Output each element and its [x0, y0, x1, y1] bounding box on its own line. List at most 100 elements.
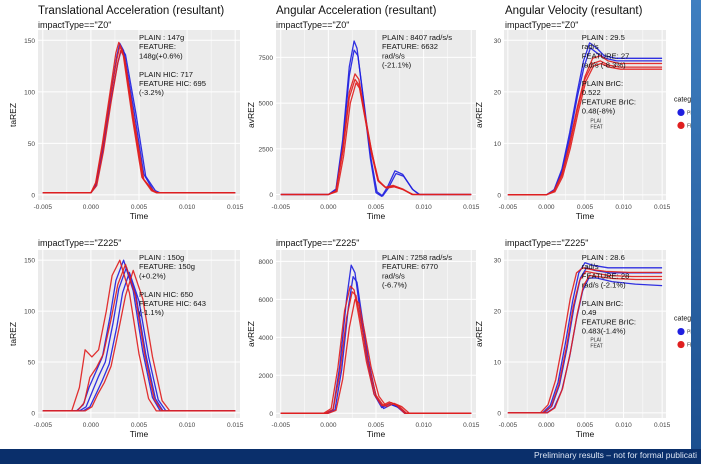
x-tick-label: -0.005 — [272, 422, 291, 429]
stats-annotation-line: PLAIN HIC: 650 — [139, 290, 193, 299]
y-axis-label: avREZ — [246, 102, 256, 128]
legend-key-plain — [677, 108, 685, 116]
y-tick-label: 10 — [494, 360, 502, 367]
y-axis-label: avREZ — [246, 321, 256, 347]
facet-label-z0-translational: impactType=="Z0" — [38, 20, 112, 30]
stats-annotation-line: PLAIN : 28.6 — [582, 253, 625, 262]
stats-annotation-line: PLAIN BrIC: — [582, 79, 623, 88]
y-tick-label: 6000 — [259, 297, 274, 304]
footer-bar: Preliminary results – not for formal pub… — [0, 449, 701, 464]
panel-title-angular-acceleration: Angular Acceleration (resultant) — [276, 5, 437, 17]
panel-z0-angular-velocity: -0.005 0.000 0.005 0.010 0.015 0 10 20 30 Time avR… — [474, 30, 671, 221]
facet-label-z225-translational: impactType=="Z225" — [38, 238, 122, 248]
series-line-feature — [42, 259, 236, 412]
y-axis-label: taREZ — [8, 103, 18, 127]
facet-label-z225-angular-acceleration: impactType=="Z225" — [276, 238, 360, 248]
x-tick-label: 0.005 — [577, 422, 594, 429]
y-tick-label: 20 — [494, 309, 502, 316]
x-tick-label: 0.005 — [368, 422, 385, 429]
stats-annotation-line: rad/s — [582, 262, 599, 271]
panel-title-translational: Translational Acceleration (resultant) — [38, 5, 225, 17]
x-axis-label: Time — [367, 429, 386, 439]
y-tick-label: 0 — [497, 192, 501, 199]
y-tick-label: 20 — [494, 89, 502, 96]
x-tick-label: -0.005 — [499, 204, 518, 211]
x-tick-label: 0.010 — [615, 204, 632, 211]
stats-annotation-line: PLAIN : 147g — [139, 33, 184, 42]
x-tick-label: -0.005 — [34, 204, 53, 211]
series-line-plain — [42, 271, 236, 412]
series-line-feature — [42, 45, 236, 194]
x-tick-label: 0.000 — [320, 204, 337, 211]
y-tick-label: 7500 — [259, 55, 274, 62]
x-tick-label: 0.000 — [538, 422, 555, 429]
x-tick-label: 0.015 — [463, 204, 480, 211]
series-line-plain — [507, 262, 663, 414]
x-tick-label: 0.015 — [654, 422, 671, 429]
facet-label-z0-angular-velocity: impactType=="Z0" — [505, 20, 579, 30]
y-tick-label: 0 — [31, 410, 35, 417]
stats-annotation-line: FEATURE: — [139, 42, 176, 51]
x-tick-label: 0.015 — [227, 204, 244, 211]
y-tick-label: 50 — [28, 360, 36, 367]
facet-label-z225-angular-velocity: impactType=="Z225" — [505, 238, 589, 248]
y-tick-label: 50 — [28, 141, 36, 148]
series-line-feature — [507, 267, 663, 414]
stats-annotation-line: PLAIN : 29.5 — [582, 33, 625, 42]
stats-annotation-line: PLAIN BrIC: — [582, 299, 623, 308]
panel-title-angular-velocity: Angular Velocity (resultant) — [505, 5, 643, 17]
inset-label-plain: PLAI — [590, 119, 601, 125]
y-tick-label: 0 — [497, 410, 501, 417]
x-tick-label: 0.015 — [463, 422, 480, 429]
x-tick-label: 0.005 — [131, 422, 148, 429]
stats-annotation-line: FEATURE: 28 — [582, 271, 630, 280]
stats-annotation-line: 148g(+0.6%) — [139, 51, 183, 60]
stats-annotation-line: FEATURE HIC: 643 — [139, 299, 206, 308]
y-tick-label: 0 — [269, 411, 273, 418]
legend-key-feature — [677, 340, 685, 349]
series-line-feature — [42, 49, 236, 194]
x-tick-label: 0.000 — [320, 422, 337, 429]
stats-annotation-line: PLAIN : 7258 rad/s/s — [382, 253, 452, 262]
series-line-feature — [280, 82, 472, 196]
y-tick-label: 100 — [24, 309, 35, 316]
x-tick-label: 0.005 — [368, 204, 385, 211]
x-tick-label: 0.005 — [131, 204, 148, 211]
legend-key-plain — [677, 327, 685, 336]
series-line-feature — [42, 269, 236, 412]
chart-grid: -0.005 0.000 0.005 0.010 0.015050100150Timet… — [8, 30, 699, 439]
x-tick-label: 0.000 — [83, 422, 100, 429]
y-tick-label: 30 — [494, 258, 502, 265]
x-tick-label: 0.010 — [415, 204, 432, 211]
legend-key-feature — [677, 121, 685, 129]
stats-annotation-line: 0.522 — [582, 88, 601, 97]
stats-annotation-line: rad/s — [582, 42, 599, 51]
y-tick-label: 0 — [31, 192, 35, 199]
series-line-feature — [507, 270, 663, 414]
stats-annotation-line: PLAIN : 8407 rad/s/s — [382, 33, 452, 42]
stats-annotation-line: rad/s/s — [382, 51, 405, 60]
y-tick-label: 4000 — [259, 335, 274, 342]
stats-annotation-line: 0.48(-8%) — [582, 107, 616, 116]
y-axis-label: avREZ — [474, 321, 484, 347]
legend-title: categor — [674, 96, 698, 103]
panel-z225-translational: -0.005 0.000 0.005 0.010 0.015 0 50 100 150 Time t… — [8, 250, 244, 439]
y-tick-label: 150 — [24, 258, 35, 265]
x-tick-label: 0.010 — [179, 204, 196, 211]
x-axis-label: Time — [576, 429, 595, 439]
x-tick-label: 0.000 — [538, 204, 555, 211]
x-tick-label: 0.005 — [577, 204, 594, 211]
inset-label-plain: PLAI — [590, 338, 601, 344]
x-tick-label: 0.010 — [415, 422, 432, 429]
stats-annotation-line: FEATURE BrIC: — [582, 317, 636, 326]
stats-annotation-line: PLAIN : 150g — [139, 253, 184, 262]
stats-annotation-line: 0.483(-1.4%) — [582, 327, 626, 336]
stats-annotation-line: FEATURE BrIC: — [582, 97, 636, 106]
x-tick-label: -0.005 — [34, 422, 53, 429]
series-line-feature — [507, 274, 663, 414]
x-tick-label: 0.015 — [654, 204, 671, 211]
x-tick-label: 0.015 — [227, 422, 244, 429]
x-axis-label: Time — [130, 211, 149, 221]
x-tick-label: 0.000 — [83, 204, 100, 211]
inset-label-feature: FEAT — [590, 125, 602, 131]
